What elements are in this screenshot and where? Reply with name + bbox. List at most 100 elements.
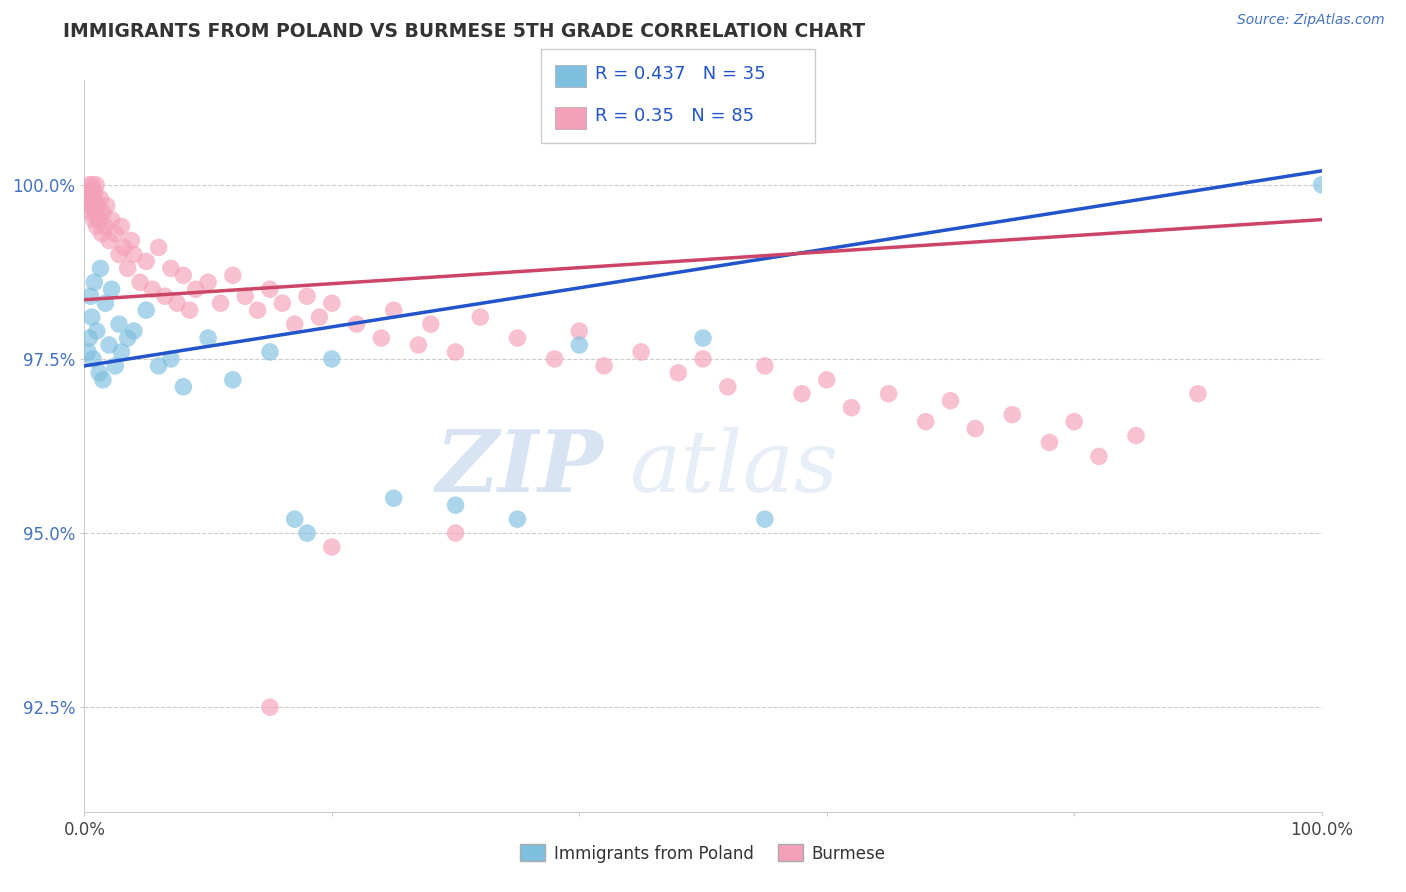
Point: [77, 345, 100, 359]
Point: [419, 317, 441, 331]
Point: [129, 275, 152, 289]
Point: [84, 178, 107, 192]
Point: [79, 185, 101, 199]
Point: [506, 512, 529, 526]
Point: [148, 359, 170, 373]
Point: [77, 199, 100, 213]
Point: [568, 324, 591, 338]
Point: [1187, 386, 1209, 401]
Point: [80, 185, 103, 199]
Point: [790, 386, 813, 401]
Point: [1310, 178, 1333, 192]
Point: [80, 310, 103, 325]
Point: [321, 540, 343, 554]
Point: [630, 345, 652, 359]
Point: [692, 351, 714, 366]
Point: [222, 268, 245, 283]
Point: [593, 359, 616, 373]
Point: [110, 345, 132, 359]
Point: [89, 192, 111, 206]
Point: [259, 700, 281, 714]
Point: [100, 282, 122, 296]
Point: [346, 317, 368, 331]
Point: [295, 526, 318, 541]
Point: [370, 331, 392, 345]
Point: [89, 261, 111, 276]
Point: [815, 373, 838, 387]
Point: [82, 178, 104, 192]
Point: [84, 205, 107, 219]
Point: [382, 303, 405, 318]
Point: [246, 303, 269, 318]
Point: [939, 393, 962, 408]
Point: [91, 373, 114, 387]
Point: [308, 310, 330, 325]
Legend: Immigrants from Poland, Burmese: Immigrants from Poland, Burmese: [513, 838, 893, 869]
Point: [82, 199, 104, 213]
Point: [172, 380, 194, 394]
Point: [89, 366, 111, 380]
Point: [83, 192, 105, 206]
Point: [382, 491, 405, 506]
Point: [96, 199, 118, 213]
Text: ZIP: ZIP: [436, 426, 605, 509]
Point: [86, 219, 108, 234]
Point: [120, 234, 142, 248]
Point: [568, 338, 591, 352]
Point: [259, 282, 281, 296]
Point: [98, 338, 121, 352]
Point: [117, 331, 139, 345]
Text: R = 0.35   N = 85: R = 0.35 N = 85: [595, 107, 754, 125]
Point: [82, 351, 104, 366]
Point: [444, 498, 467, 512]
Text: Source: ZipAtlas.com: Source: ZipAtlas.com: [1237, 13, 1385, 28]
Point: [166, 296, 188, 310]
Text: atlas: atlas: [628, 426, 838, 509]
Point: [86, 324, 108, 338]
Point: [135, 303, 157, 318]
Point: [209, 296, 232, 310]
Point: [1125, 428, 1147, 442]
Point: [506, 331, 529, 345]
Point: [91, 205, 114, 219]
Point: [197, 275, 219, 289]
Point: [184, 282, 207, 296]
Point: [284, 512, 307, 526]
Point: [87, 199, 110, 213]
Point: [1001, 408, 1024, 422]
Point: [89, 212, 111, 227]
Point: [83, 212, 105, 227]
Point: [117, 261, 139, 276]
Point: [122, 247, 145, 261]
Point: [122, 324, 145, 338]
Point: [179, 303, 201, 318]
Point: [408, 338, 430, 352]
Point: [160, 351, 183, 366]
Point: [444, 526, 467, 541]
Point: [83, 185, 105, 199]
Point: [271, 296, 294, 310]
Point: [77, 192, 100, 206]
Point: [284, 317, 307, 331]
Point: [90, 227, 112, 241]
Point: [1088, 450, 1111, 464]
Point: [914, 415, 936, 429]
Point: [100, 212, 122, 227]
Point: [104, 359, 127, 373]
Point: [79, 289, 101, 303]
Point: [321, 296, 343, 310]
Point: [841, 401, 863, 415]
Point: [135, 254, 157, 268]
Point: [160, 261, 183, 276]
Point: [233, 289, 256, 303]
Point: [717, 380, 740, 394]
Point: [1063, 415, 1085, 429]
Point: [83, 275, 105, 289]
Point: [172, 268, 194, 283]
Point: [965, 421, 987, 435]
Point: [197, 331, 219, 345]
Point: [79, 192, 101, 206]
Point: [148, 240, 170, 254]
Point: [79, 178, 101, 192]
Point: [259, 345, 281, 359]
